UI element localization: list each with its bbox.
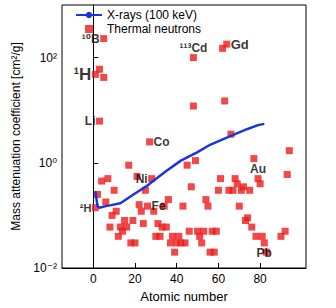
svg-text:Atomic number: Atomic number (140, 289, 228, 304)
svg-text:10⁰: 10⁰ (39, 156, 57, 170)
svg-text:¹H: ¹H (73, 65, 91, 84)
svg-text:Mass attenuation coefficient [: Mass attenuation coefficient [cm²/g] (9, 42, 23, 231)
svg-text:¹⁰B: ¹⁰B (82, 32, 100, 46)
svg-text:²H: ²H (80, 202, 92, 214)
svg-text:Li: Li (85, 114, 96, 128)
svg-text:Co: Co (154, 135, 170, 149)
svg-text:10⁻²: 10⁻² (33, 261, 57, 275)
svg-text:Au: Au (250, 162, 266, 176)
svg-text:0: 0 (90, 272, 97, 286)
svg-text:80: 80 (253, 272, 267, 286)
svg-text:¹¹³Cd: ¹¹³Cd (179, 41, 207, 55)
svg-text:Thermal neutrons: Thermal neutrons (107, 22, 201, 36)
svg-text:Ni: Ni (136, 172, 148, 186)
svg-text:20: 20 (128, 272, 142, 286)
svg-text:10²: 10² (40, 51, 57, 65)
svg-text:40: 40 (170, 272, 184, 286)
svg-text:Gd: Gd (231, 37, 249, 52)
svg-text:60: 60 (212, 272, 226, 286)
svg-text:Fe: Fe (152, 199, 166, 213)
svg-text:Pb: Pb (257, 246, 272, 260)
svg-text:X-rays (100 keV): X-rays (100 keV) (107, 8, 197, 22)
